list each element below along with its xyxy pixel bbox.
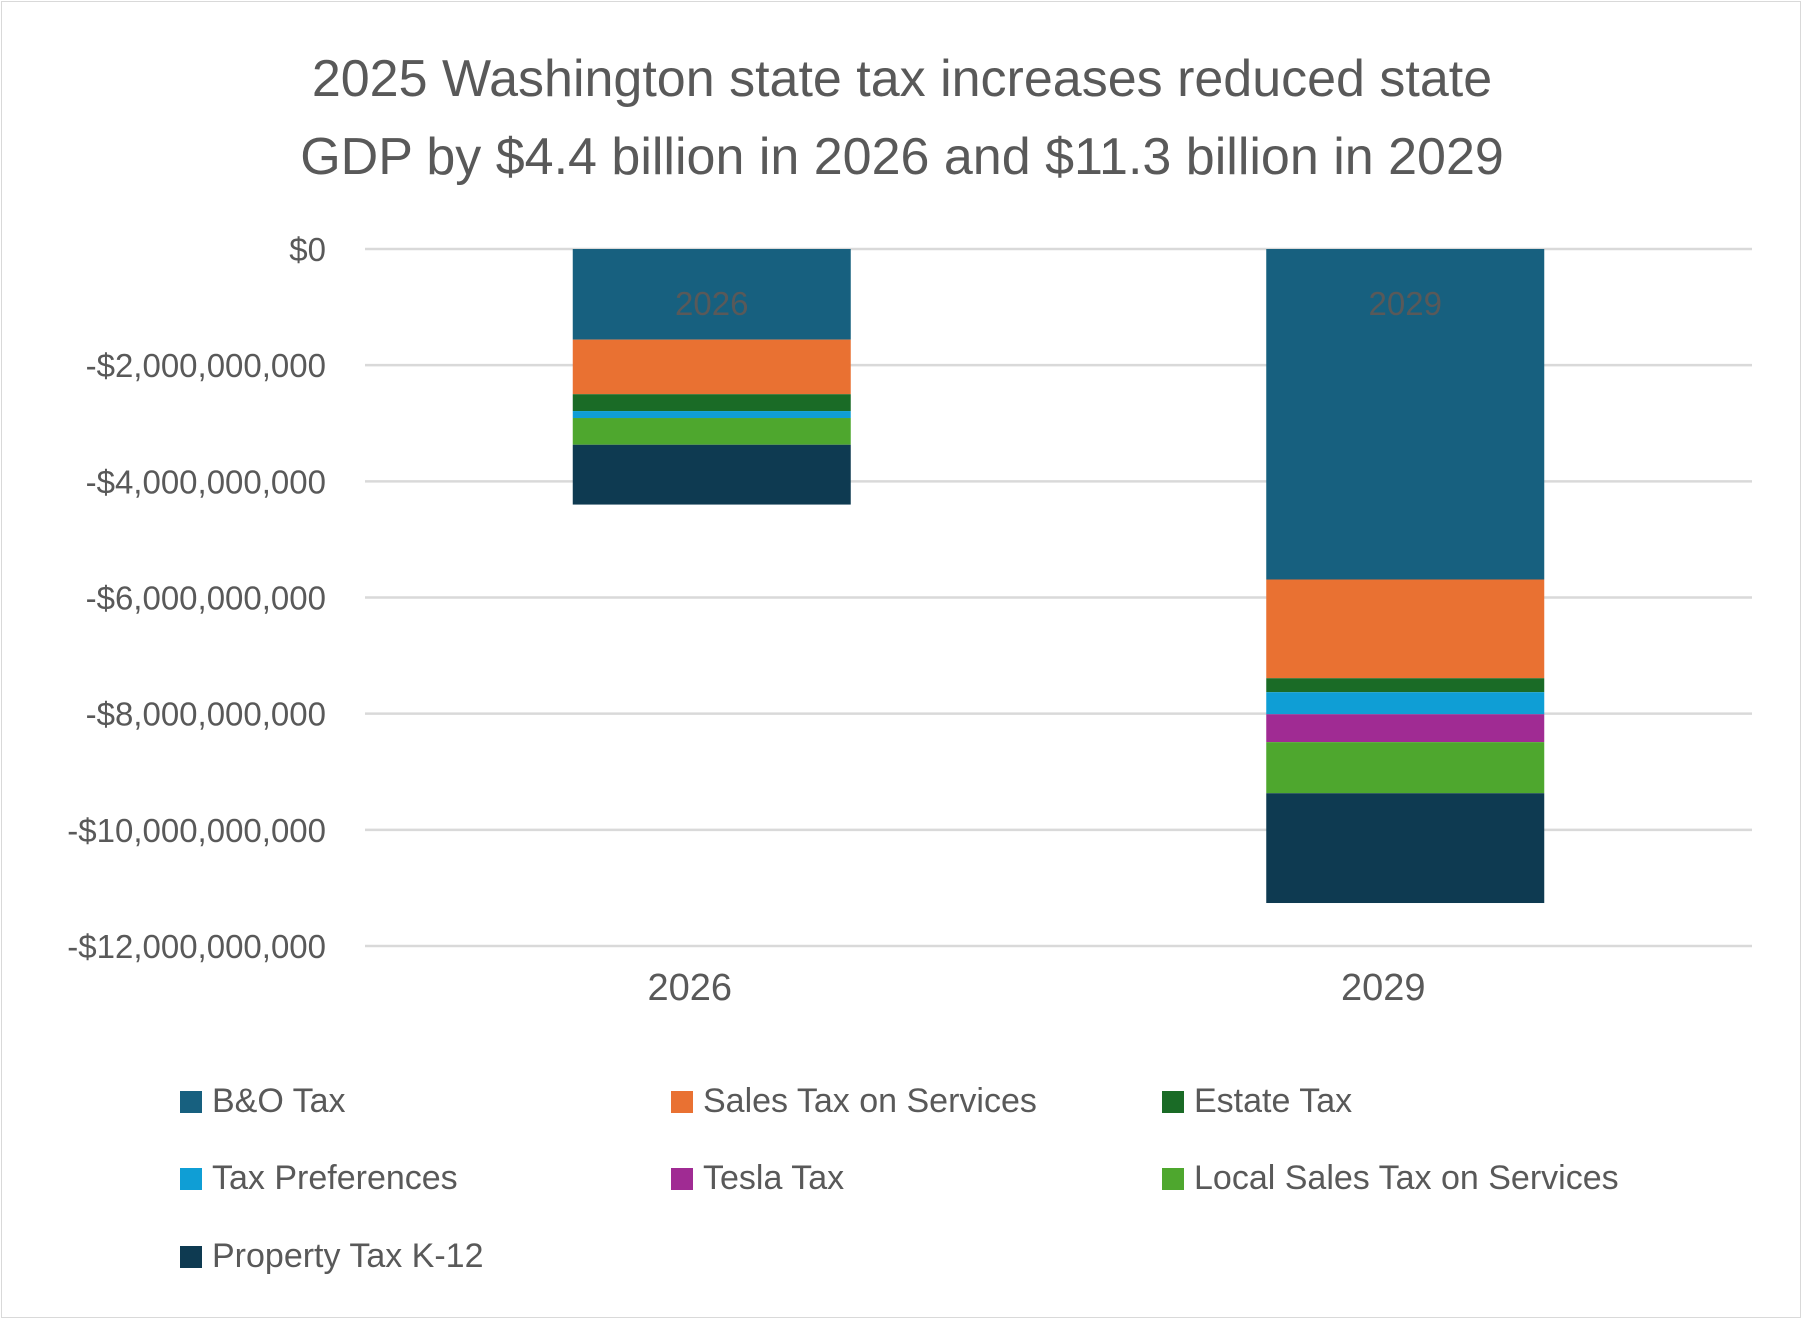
chart-title-line-2: GDP by $4.4 billion in 2026 and $11.3 bi… (300, 128, 1504, 186)
bar-segment-b-o-tax-2026 (572, 249, 851, 340)
bar-segment-estate-tax-2029 (1266, 678, 1545, 693)
bar-stack-2029 (1266, 249, 1545, 904)
y-axis-tick-labels: $0 -$2,000,000,000 -$4,000,000,000 -$6,000,… (67, 231, 326, 965)
y-tick-label: -$12,000,000,000 (67, 928, 326, 965)
in-bar-labels: 2026 2029 (675, 285, 1442, 322)
bar-segment-local-sales-tax-on-services-2029 (1266, 742, 1545, 794)
bar-segment-tax-preferences-2029 (1266, 692, 1545, 715)
x-axis-tick-labels: 2026 2029 (647, 967, 1425, 1009)
bar-segment-property-tax-k-12-2026 (572, 444, 851, 505)
in-bar-label: 2026 (675, 285, 748, 322)
bars (572, 249, 1545, 904)
bar-segment-property-tax-k-12-2029 (1266, 793, 1545, 904)
bar-stack-2026 (572, 249, 851, 505)
y-tick-label: -$10,000,000,000 (67, 812, 326, 849)
y-tick-label: -$4,000,000,000 (86, 463, 326, 500)
bar-segment-b-o-tax-2029 (1266, 249, 1545, 580)
y-tick-label: -$2,000,000,000 (86, 347, 326, 384)
y-tick-label: $0 (289, 231, 326, 268)
bar-segment-tesla-tax-2029 (1266, 714, 1545, 743)
bar-segment-tax-preferences-2026 (572, 411, 851, 419)
chart-title: 2025 Washington state tax increases redu… (0, 40, 1804, 196)
y-tick-label: -$6,000,000,000 (86, 580, 326, 617)
in-bar-label: 2029 (1369, 285, 1442, 322)
x-tick-label: 2026 (647, 967, 732, 1009)
y-tick-label: -$8,000,000,000 (86, 696, 326, 733)
chart-title-line-1: 2025 Washington state tax increases redu… (311, 50, 1493, 108)
bar-segment-local-sales-tax-on-services-2026 (572, 418, 851, 445)
bar-segment-sales-tax-on-services-2029 (1266, 579, 1545, 679)
x-tick-label: 2029 (1341, 967, 1426, 1009)
bar-segment-estate-tax-2026 (572, 394, 851, 412)
bar-segment-sales-tax-on-services-2026 (572, 339, 851, 395)
